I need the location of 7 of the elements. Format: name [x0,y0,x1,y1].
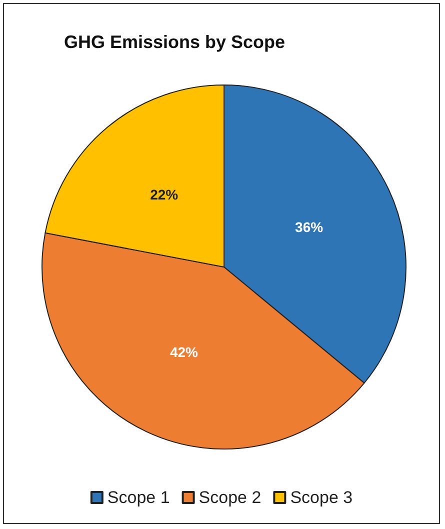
chart-title: GHG Emissions by Scope [64,32,286,52]
legend-label: Scope 2 [198,488,262,507]
legend-label: Scope 1 [107,488,170,507]
legend-label: Scope 3 [290,488,353,507]
data-label: 36% [295,218,324,235]
data-label: 22% [150,186,179,203]
data-label: 42% [170,344,199,360]
